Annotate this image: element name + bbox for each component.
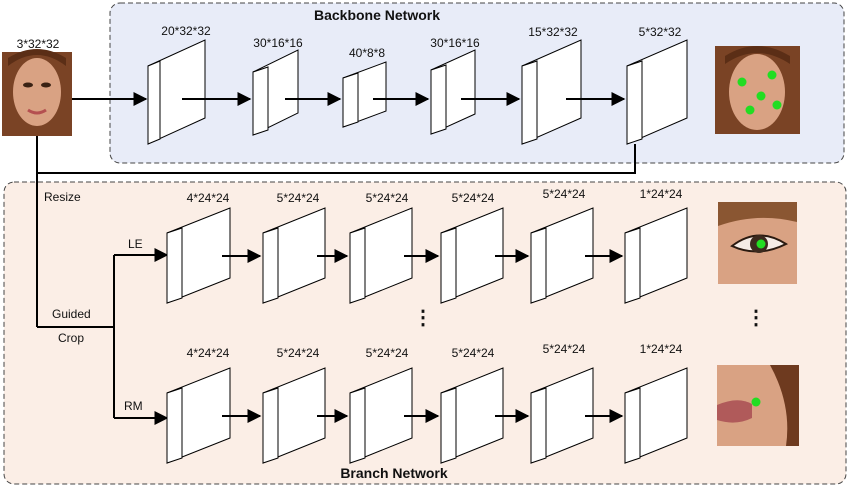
landmark-right-eye <box>767 70 777 80</box>
resize-label: Resize <box>44 190 81 204</box>
le-layer-6 <box>624 207 688 304</box>
rm-layer-5-label: 5*24*24 <box>543 342 586 356</box>
landmark-eye-center <box>756 239 766 249</box>
rm-layer-4-label: 5*24*24 <box>452 346 495 360</box>
rm-layer-3 <box>349 367 413 464</box>
le-layer-5-label: 5*24*24 <box>543 187 586 201</box>
rm-layer-5 <box>530 367 594 464</box>
rm-layer-1 <box>166 367 231 464</box>
le-eye-crop-image <box>718 202 797 284</box>
rm-layer-4 <box>440 367 504 464</box>
le-layer-2 <box>262 207 326 304</box>
le-layer-3 <box>349 207 413 304</box>
backbone-layer-2-label: 30*16*16 <box>253 36 303 50</box>
crop-label: Crop <box>58 331 84 345</box>
backbone-output-face <box>715 46 800 134</box>
rm-layer-3-label: 5*24*24 <box>366 346 409 360</box>
landmark-nose <box>756 91 766 101</box>
le-layer-1-label: 4*24*24 <box>187 191 230 205</box>
le-layers <box>166 207 688 304</box>
landmark-left-eye <box>737 77 747 87</box>
le-layer-6-label: 1*24*24 <box>640 187 683 201</box>
landmark-mouth-corner <box>751 397 761 407</box>
rm-layer-2-label: 5*24*24 <box>277 346 320 360</box>
rm-layer-1-label: 4*24*24 <box>187 346 230 360</box>
backbone-layer-4 <box>430 49 476 135</box>
backbone-layer-3 <box>342 61 387 128</box>
rm-layer-6-label: 1*24*24 <box>640 342 683 356</box>
le-layer-3-label: 5*24*24 <box>366 191 409 205</box>
backbone-layer-6 <box>626 39 688 145</box>
backbone-layer-2 <box>252 49 299 136</box>
landmark-left-mouth <box>745 105 755 115</box>
images-ellipsis: ⋮ <box>746 307 766 329</box>
guided-label: Guided <box>52 307 91 321</box>
landmark-right-mouth <box>772 100 782 110</box>
connector-lines <box>36 136 636 425</box>
backbone-layer-1-label: 20*32*32 <box>161 24 211 38</box>
le-layer-1 <box>166 207 231 304</box>
rm-layers <box>166 367 688 464</box>
backbone-layer-5-label: 15*32*32 <box>528 25 578 39</box>
backbone-layer-3-label: 40*8*8 <box>349 46 385 60</box>
branch-title: Branch Network <box>340 465 448 481</box>
le-layer-2-label: 5*24*24 <box>277 191 320 205</box>
backbone-layer-6-label: 5*32*32 <box>639 25 682 39</box>
backbone-layer-4-label: 30*16*16 <box>430 36 480 50</box>
backbone-layer-5 <box>521 39 582 145</box>
rm-layer-2 <box>262 367 326 464</box>
le-layer-4-label: 5*24*24 <box>452 191 495 205</box>
le-label: LE <box>128 237 143 251</box>
rm-label: RM <box>124 399 143 413</box>
input-face-image <box>2 49 72 136</box>
rm-mouth-crop-image <box>717 365 799 446</box>
rm-layer-6 <box>624 367 688 464</box>
backbone-title: Backbone Network <box>314 7 440 23</box>
backbone-layer-1 <box>147 39 206 145</box>
input-size-label: 3*32*32 <box>17 37 60 51</box>
layers-ellipsis: ⋮ <box>413 307 433 329</box>
le-layer-5 <box>530 207 594 304</box>
le-layer-4 <box>440 207 504 304</box>
